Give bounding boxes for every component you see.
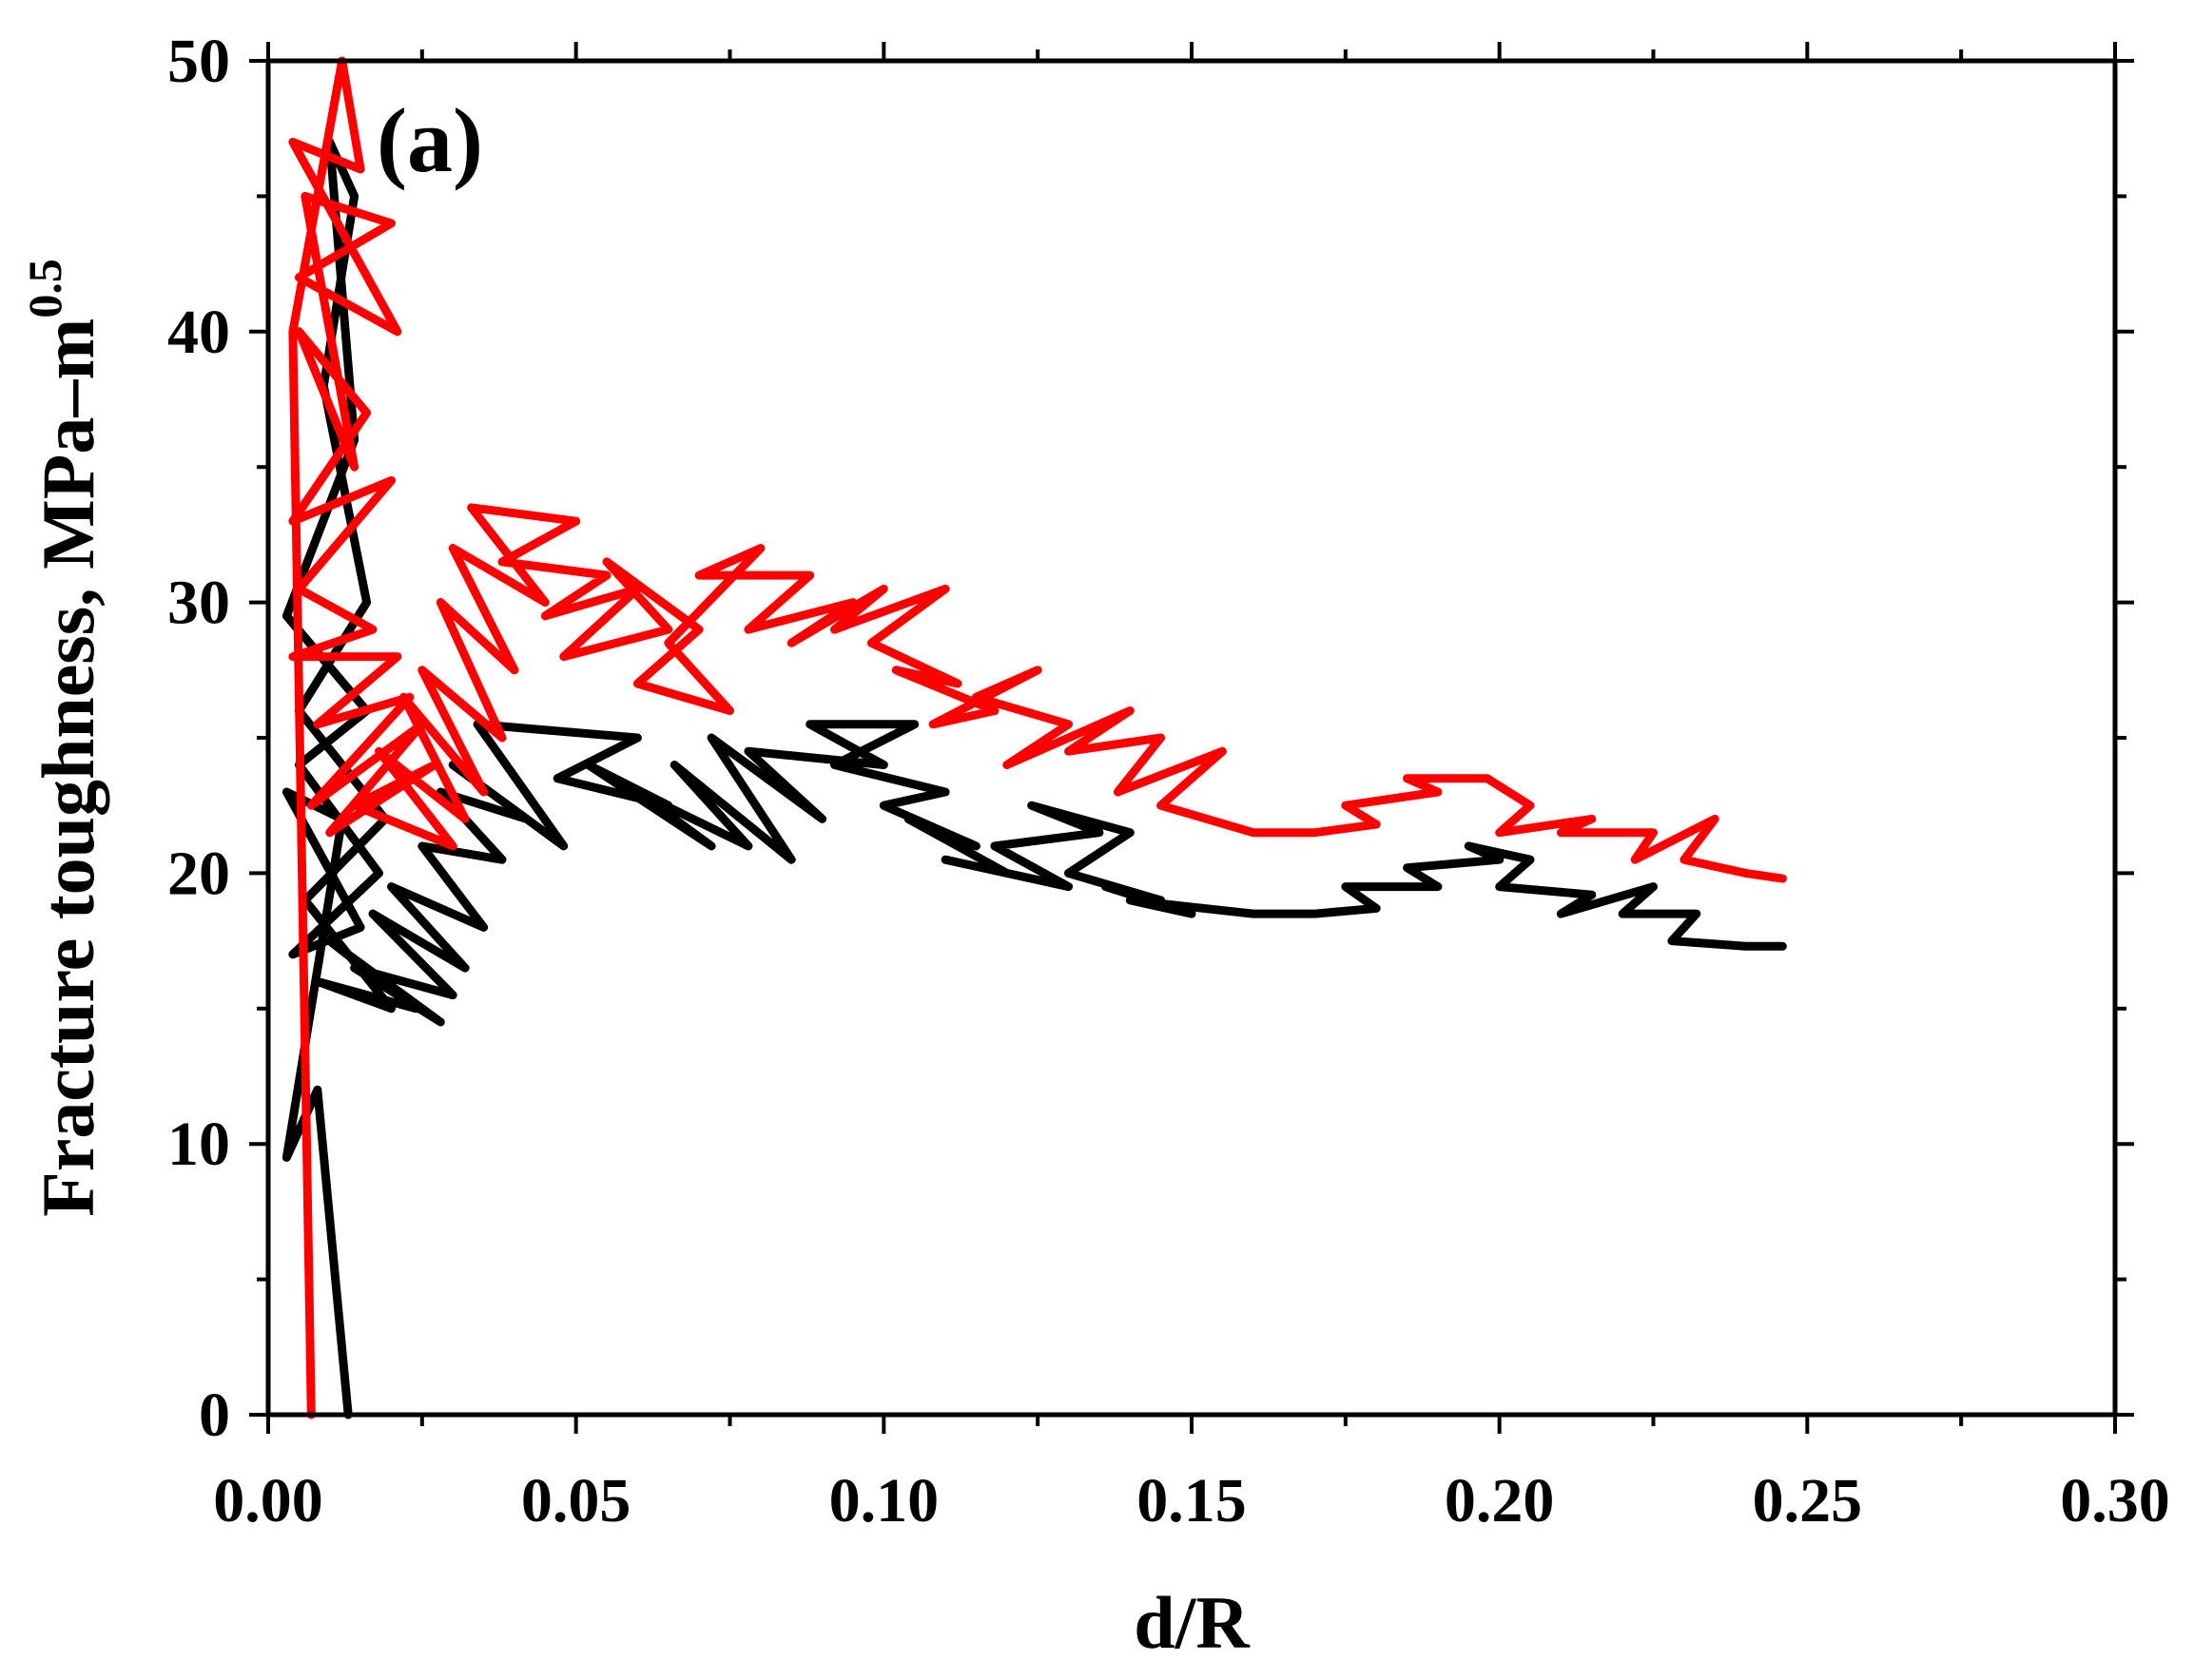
y-tick-label: 30 — [167, 569, 230, 638]
y-tick-label: 50 — [167, 27, 230, 96]
x-tick-label: 0.05 — [521, 1466, 631, 1535]
x-tick-label: 0.10 — [829, 1466, 940, 1535]
x-tick-label: 0.15 — [1136, 1466, 1247, 1535]
y-tick-label: 10 — [167, 1110, 230, 1179]
y-axis-title: Fracture toughness, MPa–m0.5 — [18, 259, 109, 1217]
x-axis-title: d/R — [1134, 1581, 1251, 1664]
y-axis-title-exponent: 0.5 — [18, 259, 71, 319]
x-tick-label: 0.25 — [1753, 1466, 1863, 1535]
y-tick-label: 40 — [167, 298, 230, 367]
x-tick-label: 0.30 — [2060, 1466, 2170, 1535]
series-line-2 — [288, 56, 1787, 1419]
series-layer — [282, 56, 1787, 1419]
y-axis-title-text: Fracture toughness, MPa–m — [27, 319, 109, 1217]
y-tick-label: 0 — [199, 1381, 230, 1450]
panel-label: (a) — [377, 89, 483, 191]
x-tick-label: 0.00 — [213, 1466, 323, 1535]
y-axis-ticks — [249, 59, 2134, 1417]
x-tick-label: 0.20 — [1445, 1466, 1555, 1535]
y-tick-label: 20 — [167, 839, 230, 908]
x-axis-tick-labels: 0.00 0.05 0.10 0.15 0.20 0.25 0.30 — [213, 1466, 2170, 1535]
x-axis-ticks — [266, 42, 2117, 1434]
y-axis-tick-labels: 0 10 20 30 40 50 — [167, 27, 230, 1450]
